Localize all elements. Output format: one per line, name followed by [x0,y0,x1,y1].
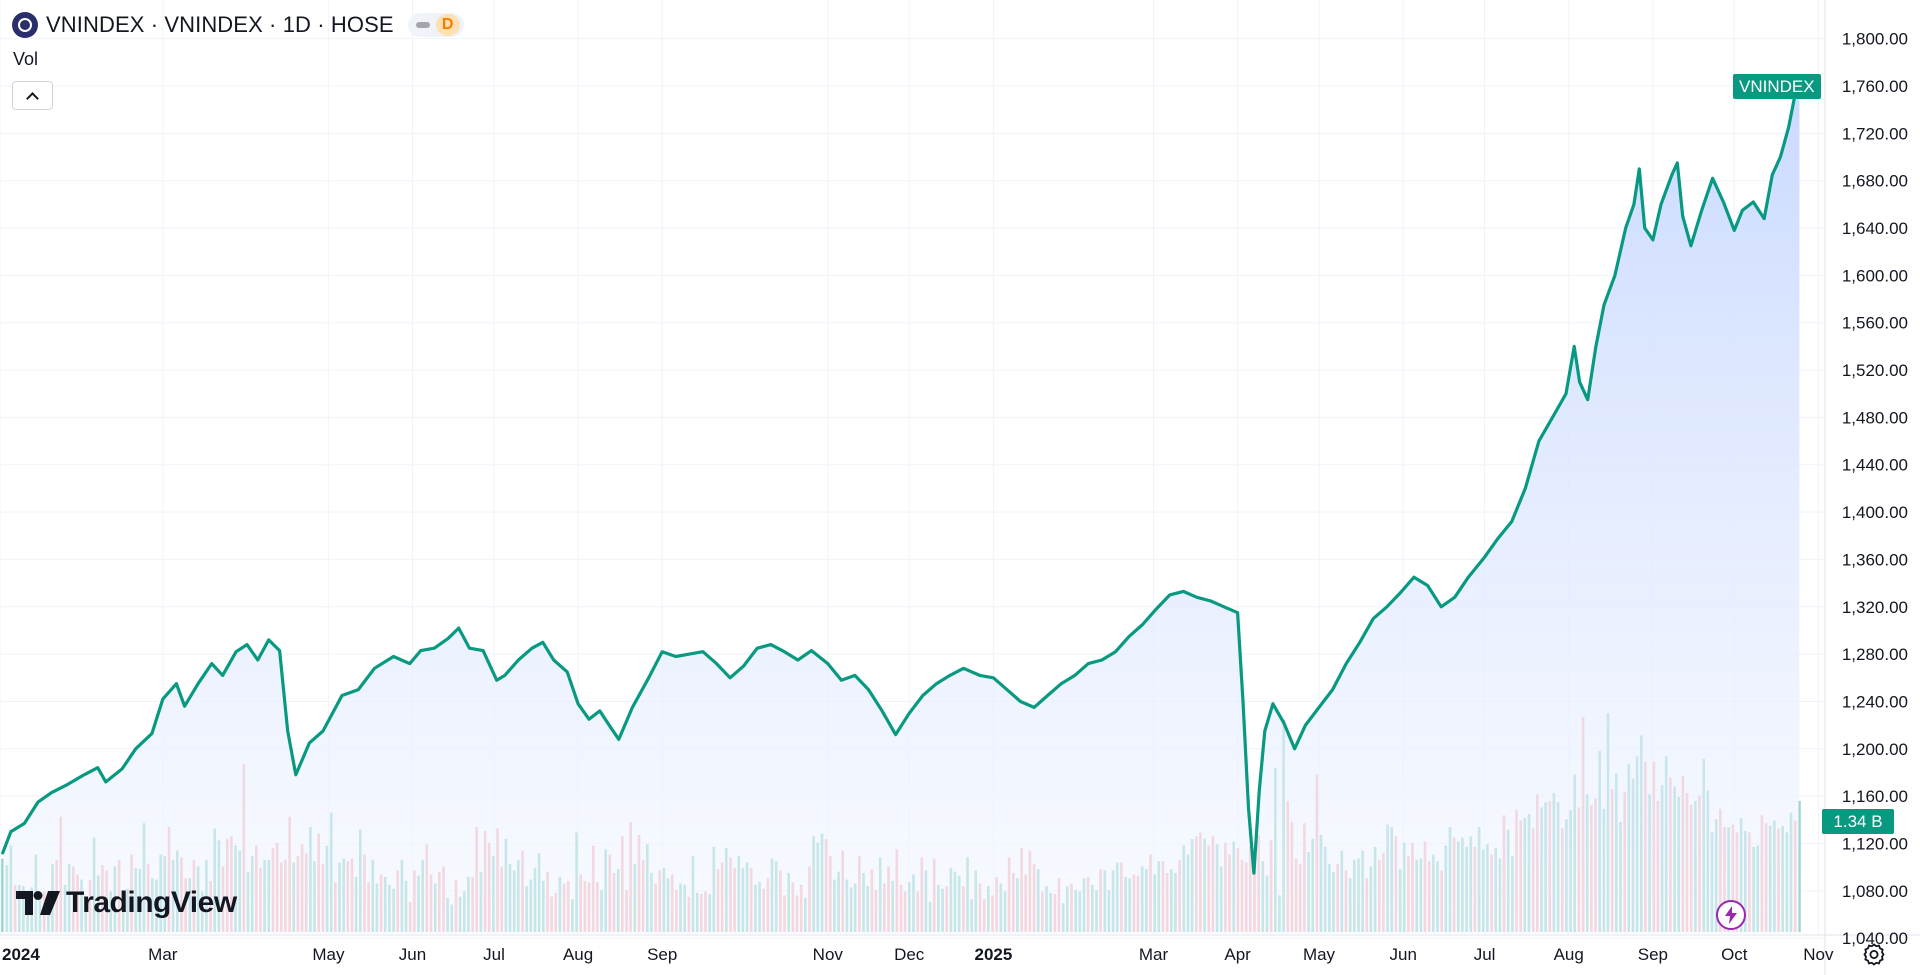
volume-indicator-label[interactable]: Vol [13,49,39,69]
time-tick-label: Sep [1638,945,1668,964]
time-tick-label: Jun [399,945,426,964]
price-tick-label: 1,400.00 [1842,503,1908,522]
delayed-data-badge: D [435,14,460,36]
symbol-title: VNINDEX · VNINDEX · 1D · HOSE [46,12,394,37]
price-tick-label: 1,760.00 [1842,77,1908,96]
price-tick-label: 1,120.00 [1842,835,1908,854]
time-tick-label: Jul [1474,945,1496,964]
volume-bar [1,858,4,932]
price-tick-label: 1,280.00 [1842,645,1908,664]
time-tick-label: Oct [1721,945,1748,964]
tradingview-wordmark: TradingView [66,886,237,919]
collapse-indicators-button[interactable] [12,81,53,110]
price-axis[interactable]: 1,800.00 1,760.00 1,720.00 1,680.00 1,640.00… [1842,30,1908,949]
tradingview-logo[interactable]: TradingView [16,886,237,920]
time-tick-label: Jun [1389,945,1416,964]
lightning-bolt-icon [1725,906,1737,924]
vnindex-logo-icon [12,12,38,38]
time-tick-label: Apr [1224,945,1251,964]
price-tick-label: 1,360.00 [1842,550,1908,569]
gear-icon[interactable] [1862,942,1886,966]
time-axis[interactable]: 2024 Mar May Jun Jul Aug Sep Nov Dec 2025 Mar Apr Ma… [2,945,1834,964]
time-tick-label: 2024 [2,945,40,964]
time-tick-label: Mar [1139,945,1169,964]
price-tick-label: 1,320.00 [1842,598,1908,617]
tradingview-logo-icon [16,891,60,915]
time-tick-label: Sep [647,945,677,964]
price-line[interactable] [1,76,1801,875]
market-closed-icon [415,22,430,28]
price-tick-label: 1,160.00 [1842,787,1908,806]
chevron-up-icon [26,91,39,105]
price-tick-label: 1,480.00 [1842,408,1908,427]
price-tick-label: 1,560.00 [1842,314,1908,333]
time-tick-label: Dec [894,945,925,964]
price-tick-label: 1,640.00 [1842,219,1908,238]
price-tick-label: 1,240.00 [1842,693,1908,712]
symbol-legend[interactable]: VNINDEX · VNINDEX · 1D · HOSE D [12,10,464,40]
time-tick-label: May [1303,945,1336,964]
price-tick-label: 1,440.00 [1842,456,1908,475]
time-tick-label: Nov [1803,945,1834,964]
bolt-button[interactable] [1716,900,1746,930]
price-tick-label: 1,680.00 [1842,172,1908,191]
time-tick-label: Nov [813,945,844,964]
time-tick-label: May [312,945,345,964]
price-tick-label: 1,800.00 [1842,30,1908,49]
market-status-pill[interactable]: D [407,13,464,37]
time-tick-label: 2025 [974,945,1012,964]
price-area-fill [2,77,1800,935]
price-area [1,76,1801,935]
price-tick-label: 1,520.00 [1842,361,1908,380]
price-tick-label: 1,040.00 [1842,929,1908,948]
price-tick-label: 1,080.00 [1842,882,1908,901]
last-volume-label: 1.34 B [1822,809,1894,834]
time-tick-label: Aug [1554,945,1584,964]
time-tick-label: Mar [148,945,178,964]
time-tick-label: Aug [563,945,593,964]
price-tick-label: 1,600.00 [1842,266,1908,285]
last-price-label: VNINDEX [1733,74,1821,99]
price-tick-label: 1,720.00 [1842,124,1908,143]
time-tick-label: Jul [483,945,505,964]
price-tick-label: 1,200.00 [1842,740,1908,759]
